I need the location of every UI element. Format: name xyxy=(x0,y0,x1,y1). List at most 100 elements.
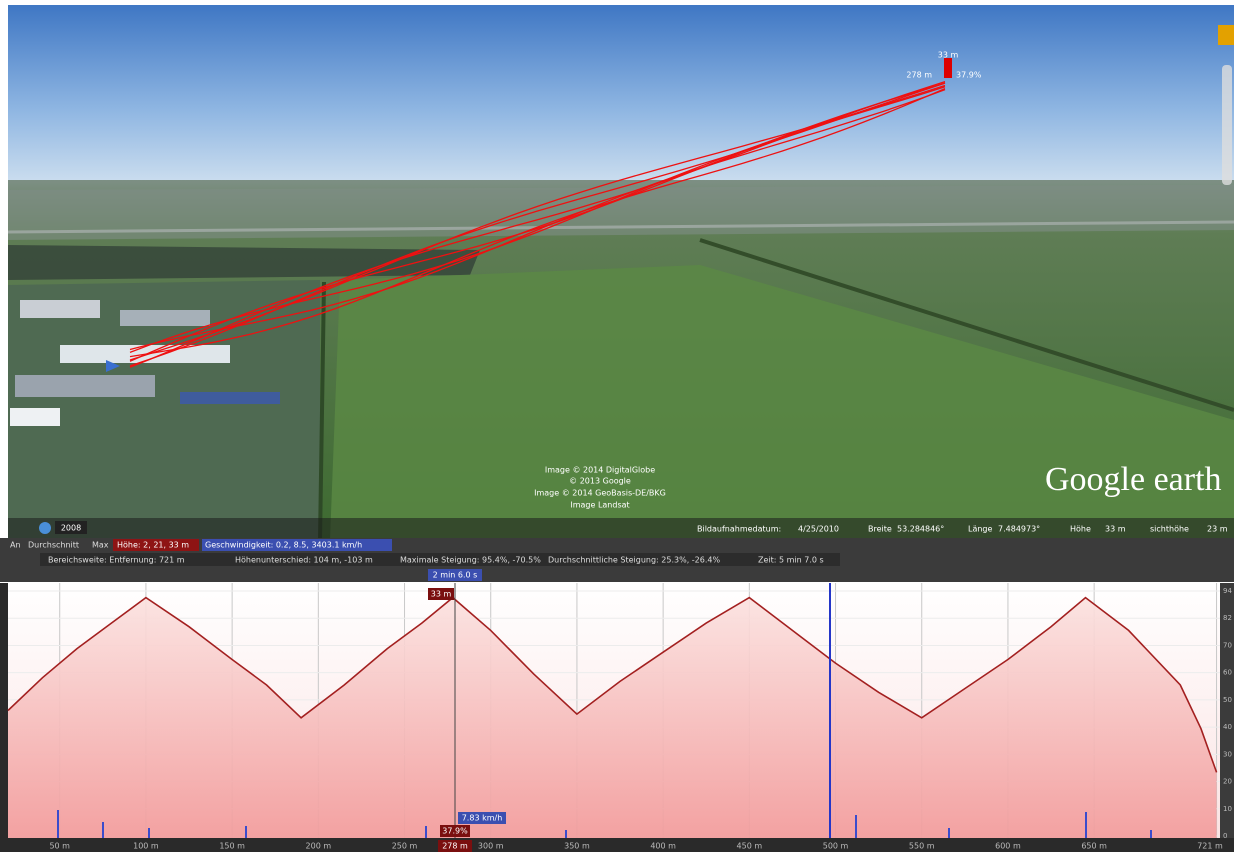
status-bar xyxy=(8,518,1234,538)
speed-bar xyxy=(1085,812,1087,838)
toolbar-label: Durchschnitt xyxy=(28,541,79,550)
y-tick-label: 20 xyxy=(1223,778,1232,786)
y-tick-label: 60 xyxy=(1223,669,1232,677)
x-tick-label: 300 m xyxy=(478,842,504,851)
y-tick-label: 40 xyxy=(1223,723,1232,731)
height-stats: Höhe: 2, 21, 33 m xyxy=(117,541,189,550)
range-stat: Durchschnittliche Steigung: 25.3%, -26.4… xyxy=(548,556,720,565)
zoom-slider[interactable] xyxy=(1222,65,1232,185)
field xyxy=(8,245,480,280)
toolbar-label: Max xyxy=(92,541,109,550)
speed-bar xyxy=(102,822,104,838)
track-label: 278 m xyxy=(906,71,932,80)
attribution: Image © 2014 DigitalGlobe xyxy=(545,466,655,475)
end-marker xyxy=(944,58,952,78)
attribution: Image © 2014 GeoBasis-DE/BKG xyxy=(534,489,666,498)
cursor-speed: 7.83 km/h xyxy=(462,814,503,823)
pegman[interactable] xyxy=(1218,25,1234,45)
speed-bar xyxy=(948,828,950,838)
status-label: Bildaufnahmedatum: xyxy=(697,525,781,534)
status-value: 33 m xyxy=(1105,525,1126,534)
flight-track xyxy=(129,86,946,354)
start-marker xyxy=(106,360,120,372)
globe-icon xyxy=(39,522,51,534)
road xyxy=(7,220,1234,234)
flight-track xyxy=(129,82,946,367)
y-tick-label: 10 xyxy=(1223,805,1232,813)
y-tick-label: 0 xyxy=(1223,832,1227,840)
x-tick-label: 650 m xyxy=(1081,842,1107,851)
cursor-elevation: 33 m xyxy=(431,590,452,599)
attribution: © 2013 Google xyxy=(569,477,631,486)
toolbar-label: An xyxy=(10,541,21,550)
building xyxy=(180,392,280,404)
cursor-elevation-box xyxy=(428,588,454,600)
speed-button[interactable] xyxy=(202,539,392,551)
range-bar xyxy=(40,553,840,566)
field xyxy=(330,265,1234,540)
speed-bar xyxy=(1150,830,1152,838)
speed-bar xyxy=(855,815,857,838)
x-tick-label: 200 m xyxy=(306,842,332,851)
building xyxy=(120,310,210,326)
cursor-speed-box xyxy=(458,812,506,824)
logo: Google earth xyxy=(1045,461,1222,498)
attribution: Image Landsat xyxy=(570,501,629,510)
speed-bar xyxy=(57,810,59,838)
range-stat: Bereichsweite: Entfernung: 721 m xyxy=(48,556,185,565)
speed-bar xyxy=(148,828,150,838)
x-tick-label: 450 m xyxy=(737,842,763,851)
y-axis-strip xyxy=(1220,583,1234,838)
y-tick-label: 50 xyxy=(1223,696,1232,704)
status-value: 53.284846° xyxy=(897,525,944,534)
cursor-distance-box xyxy=(438,840,472,852)
x-tick-label: 350 m xyxy=(564,842,590,851)
range-stat: Höhenunterschied: 104 m, -103 m xyxy=(235,556,373,565)
elevation-area xyxy=(8,597,1217,838)
range-stat: Zeit: 5 min 7.0 s xyxy=(758,556,824,565)
height-button[interactable] xyxy=(113,539,199,551)
y-tick-label: 70 xyxy=(1223,641,1232,649)
cursor-time-box xyxy=(428,569,482,581)
y-tick-label: 82 xyxy=(1223,614,1232,622)
building xyxy=(15,375,155,397)
status-value: 4/25/2010 xyxy=(798,525,839,534)
x-tick-label: 400 m xyxy=(650,842,676,851)
y-tick-label: 94 xyxy=(1223,587,1232,595)
y-tick-label: 30 xyxy=(1223,750,1232,758)
cursor-time: 2 min 6.0 s xyxy=(433,571,478,580)
x-tick-label: 150 m xyxy=(219,842,245,851)
status-value: 7.484973° xyxy=(998,525,1040,534)
status-label: Breite xyxy=(868,525,892,534)
flight-track xyxy=(129,88,946,358)
speed-bars xyxy=(57,810,1152,838)
x-tick-label: 721 m xyxy=(1197,842,1223,851)
flight-track xyxy=(129,89,946,351)
cursor-slope: 37.9% xyxy=(442,827,468,836)
field xyxy=(8,185,1234,240)
elevation-profile xyxy=(7,596,1218,838)
x-tick-label: 250 m xyxy=(392,842,418,851)
flight-track xyxy=(129,82,946,362)
track-label: 33 m xyxy=(938,51,959,60)
x-tick-label: 50 m xyxy=(49,842,70,851)
building xyxy=(20,300,100,318)
status-label: sichthöhe xyxy=(1150,525,1189,534)
speed-stats: Geschwindigkeit: 0.2, 8.5, 3403.1 km/h xyxy=(205,541,362,550)
year-box[interactable] xyxy=(55,521,87,534)
track-label: 37.9% xyxy=(956,71,982,80)
speed-bar xyxy=(565,830,567,838)
cursor-slope-box xyxy=(440,825,470,837)
elevation-line xyxy=(7,596,1218,773)
year: 2008 xyxy=(61,524,81,533)
range-stat: Maximale Steigung: 95.4%, -70.5% xyxy=(400,556,541,565)
speed-bar xyxy=(425,826,427,838)
speed-bar xyxy=(245,826,247,838)
left-strip xyxy=(0,583,8,852)
x-tick-label: 500 m xyxy=(823,842,849,851)
status-value: 23 m xyxy=(1207,525,1228,534)
flight-tracks xyxy=(129,80,946,368)
building xyxy=(10,408,60,426)
x-axis-strip xyxy=(0,838,1234,852)
